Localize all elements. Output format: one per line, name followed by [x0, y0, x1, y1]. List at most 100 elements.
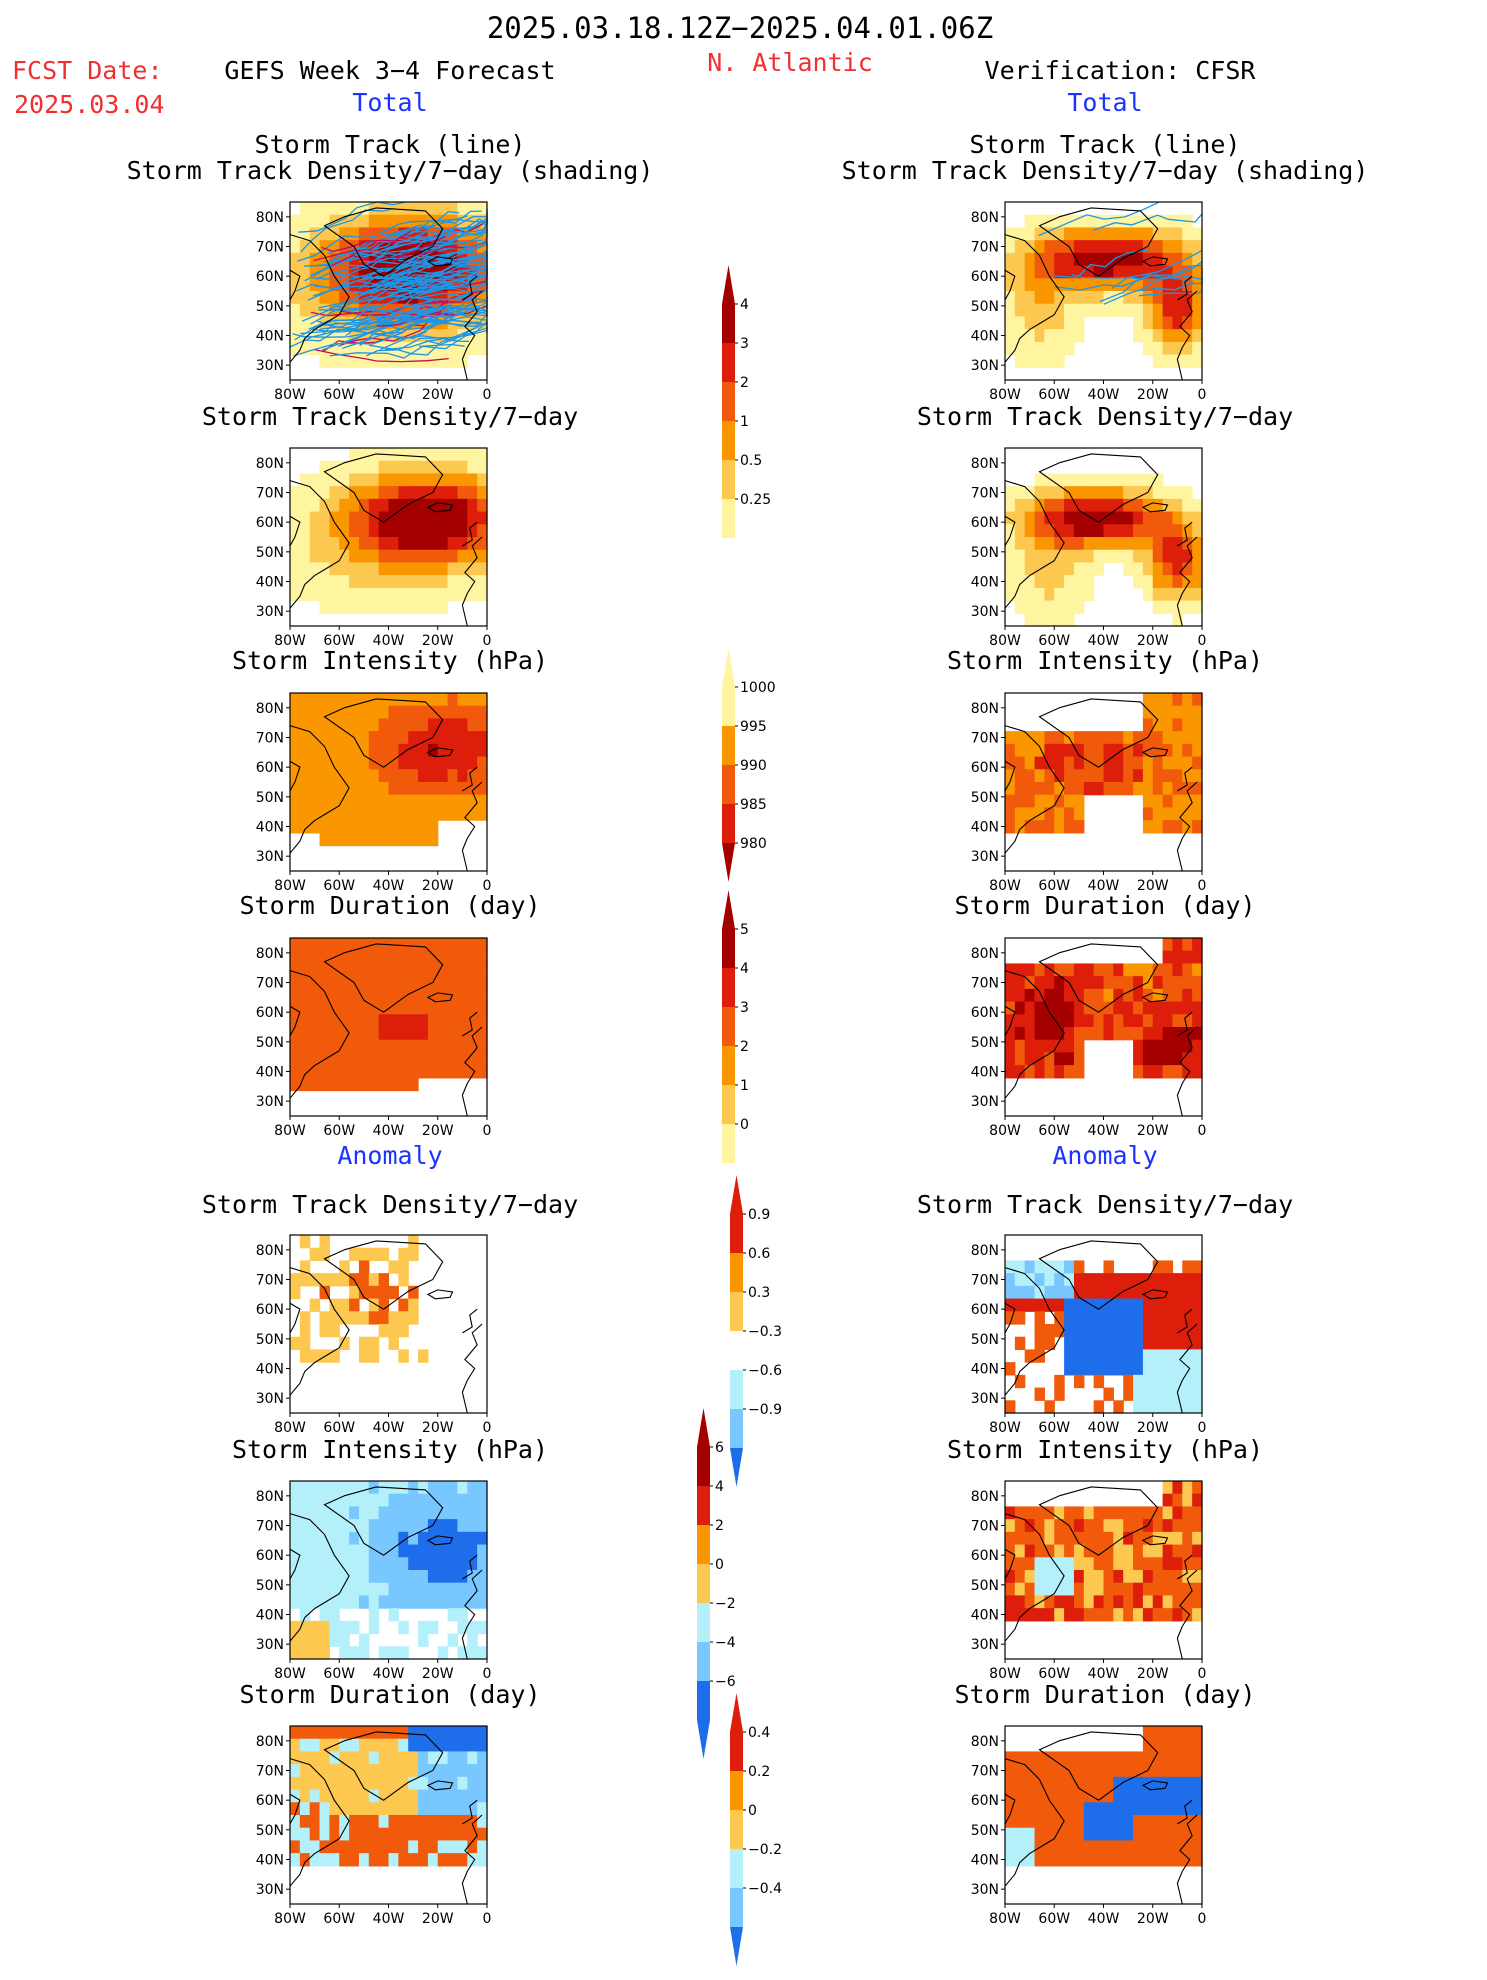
lon-tick-label: 20W — [422, 1911, 454, 1927]
lat-tick-label: 70N — [971, 976, 999, 992]
lat-tick-label: 30N — [971, 1882, 999, 1898]
left-anom-density-title: Storm Track Density/7−day — [201, 1190, 579, 1219]
lat-tick-label: 40N — [971, 575, 999, 591]
lat-tick-label: 70N — [971, 486, 999, 502]
lon-tick-label: 0 — [483, 878, 492, 894]
colorbar-tick-label: 0.6 — [748, 1246, 770, 1262]
lat-tick-label: 40N — [256, 1608, 284, 1624]
lon-tick-label: 80W — [989, 1666, 1021, 1682]
colorbar-tick-label: 2 — [740, 375, 749, 391]
map-anom-intensity-forecast: 80N 70N 60N 50N 40N 30N 80W 60W 40W 20W 0 — [248, 1469, 491, 1689]
lat-tick-label: 80N — [256, 210, 284, 226]
lat-tick-label: 30N — [256, 604, 284, 620]
lat-tick-label: 50N — [971, 790, 999, 806]
fcst-date-value: 2025.03.04 — [14, 90, 165, 119]
lat-tick-label: 30N — [971, 604, 999, 620]
lat-tick-label: 30N — [256, 1637, 284, 1653]
lon-tick-label: 80W — [274, 1123, 306, 1139]
lat-tick-label: 30N — [256, 1391, 284, 1407]
lon-tick-label: 60W — [323, 387, 355, 403]
colorbar-tick-label: 1 — [740, 1078, 749, 1094]
lon-tick-label: 20W — [422, 1420, 454, 1436]
lon-tick-label: 40W — [373, 1420, 405, 1436]
lat-tick-label: 50N — [971, 1578, 999, 1594]
left-density-title: Storm Track Density/7−day — [201, 402, 579, 431]
lat-tick-label: 40N — [971, 1065, 999, 1081]
lat-tick-label: 60N — [971, 1548, 999, 1564]
lat-tick-label: 80N — [971, 701, 999, 717]
colorbar-tick-label: −0.6 — [748, 1363, 782, 1379]
lat-tick-label: 70N — [971, 731, 999, 747]
lon-tick-label: 20W — [1137, 387, 1169, 403]
lon-tick-label: 40W — [1088, 1911, 1120, 1927]
fcst-date-label: FCST Date: — [12, 56, 163, 85]
lat-tick-label: 80N — [256, 456, 284, 472]
lat-tick-label: 60N — [971, 1005, 999, 1021]
lon-tick-label: 80W — [989, 387, 1021, 403]
lon-tick-label: 20W — [422, 633, 454, 649]
lat-tick-label: 60N — [971, 760, 999, 776]
lon-tick-label: 60W — [1038, 633, 1070, 649]
lon-tick-label: 0 — [1198, 1123, 1207, 1139]
lat-tick-label: 70N — [971, 1273, 999, 1289]
map-anom-density-verification: 80N 70N 60N 50N 40N 30N 80W 60W 40W 20W 0 — [963, 1223, 1206, 1443]
lat-tick-label: 70N — [256, 1519, 284, 1535]
lon-tick-label: 60W — [323, 1420, 355, 1436]
lon-tick-label: 80W — [274, 878, 306, 894]
lon-tick-label: 80W — [989, 1420, 1021, 1436]
lat-tick-label: 50N — [971, 1332, 999, 1348]
lat-tick-label: 60N — [256, 269, 284, 285]
lon-tick-label: 20W — [1137, 1666, 1169, 1682]
lon-tick-label: 60W — [323, 1123, 355, 1139]
lat-tick-label: 60N — [256, 515, 284, 531]
lat-tick-label: 40N — [971, 329, 999, 345]
map-anom-duration-verification: 80N 70N 60N 50N 40N 30N 80W 60W 40W 20W 0 — [963, 1714, 1206, 1934]
lat-tick-label: 40N — [256, 1065, 284, 1081]
lat-tick-label: 80N — [256, 1734, 284, 1750]
left-anom-intensity-title: Storm Intensity (hPa) — [231, 1435, 549, 1464]
lat-tick-label: 60N — [256, 1005, 284, 1021]
lat-tick-label: 70N — [256, 1273, 284, 1289]
lon-tick-label: 0 — [483, 1420, 492, 1436]
lon-tick-label: 80W — [274, 1911, 306, 1927]
lon-tick-label: 40W — [1088, 878, 1120, 894]
lon-tick-label: 20W — [1137, 1123, 1169, 1139]
colorbar-tick-label: 0.25 — [740, 492, 771, 508]
colorbar-tick-label: 3 — [740, 1000, 749, 1016]
lat-tick-label: 30N — [256, 849, 284, 865]
lat-tick-label: 70N — [971, 1519, 999, 1535]
left-intensity-title: Storm Intensity (hPa) — [231, 646, 549, 675]
lat-tick-label: 70N — [256, 731, 284, 747]
colorbar-tick-label: 4 — [740, 961, 749, 977]
lat-tick-label: 60N — [971, 515, 999, 531]
right-duration-title: Storm Duration (day) — [954, 891, 1256, 920]
map-duration-verification: 80N 70N 60N 50N 40N 30N 80W 60W 40W 20W 0 — [963, 926, 1206, 1146]
lat-tick-label: 80N — [256, 1243, 284, 1259]
lat-tick-label: 50N — [256, 299, 284, 315]
lon-tick-label: 40W — [373, 387, 405, 403]
lat-tick-label: 60N — [971, 1302, 999, 1318]
lon-tick-label: 80W — [274, 387, 306, 403]
lat-tick-label: 80N — [256, 1489, 284, 1505]
lat-tick-label: 30N — [256, 1094, 284, 1110]
lon-tick-label: 40W — [373, 1666, 405, 1682]
lon-tick-label: 60W — [1038, 1666, 1070, 1682]
lon-tick-label: 40W — [1088, 387, 1120, 403]
lat-tick-label: 70N — [256, 486, 284, 502]
map-track-verification: 80N 70N 60N 50N 40N 30N 80W 60W 40W 20W 0 — [963, 190, 1206, 410]
colorbar-tick-label: 0 — [740, 1117, 749, 1133]
lon-tick-label: 80W — [274, 1666, 306, 1682]
lat-tick-label: 60N — [256, 1302, 284, 1318]
lon-tick-label: 60W — [1038, 387, 1070, 403]
colorbar-tick-label: −0.4 — [748, 1881, 782, 1897]
right-anom-density-title: Storm Track Density/7−day — [916, 1190, 1294, 1219]
lon-tick-label: 40W — [1088, 1420, 1120, 1436]
lat-tick-label: 30N — [971, 1094, 999, 1110]
lon-tick-label: 20W — [422, 1123, 454, 1139]
lat-tick-label: 40N — [256, 820, 284, 836]
lat-tick-label: 80N — [971, 456, 999, 472]
colorbar-tick-label: 985 — [740, 797, 767, 813]
map-anom-intensity-verification: 80N 70N 60N 50N 40N 30N 80W 60W 40W 20W 0 — [963, 1469, 1206, 1689]
colorbar-density-total: 4 3 2 1 0.5 0.25 — [722, 265, 792, 552]
lat-tick-label: 60N — [256, 1548, 284, 1564]
